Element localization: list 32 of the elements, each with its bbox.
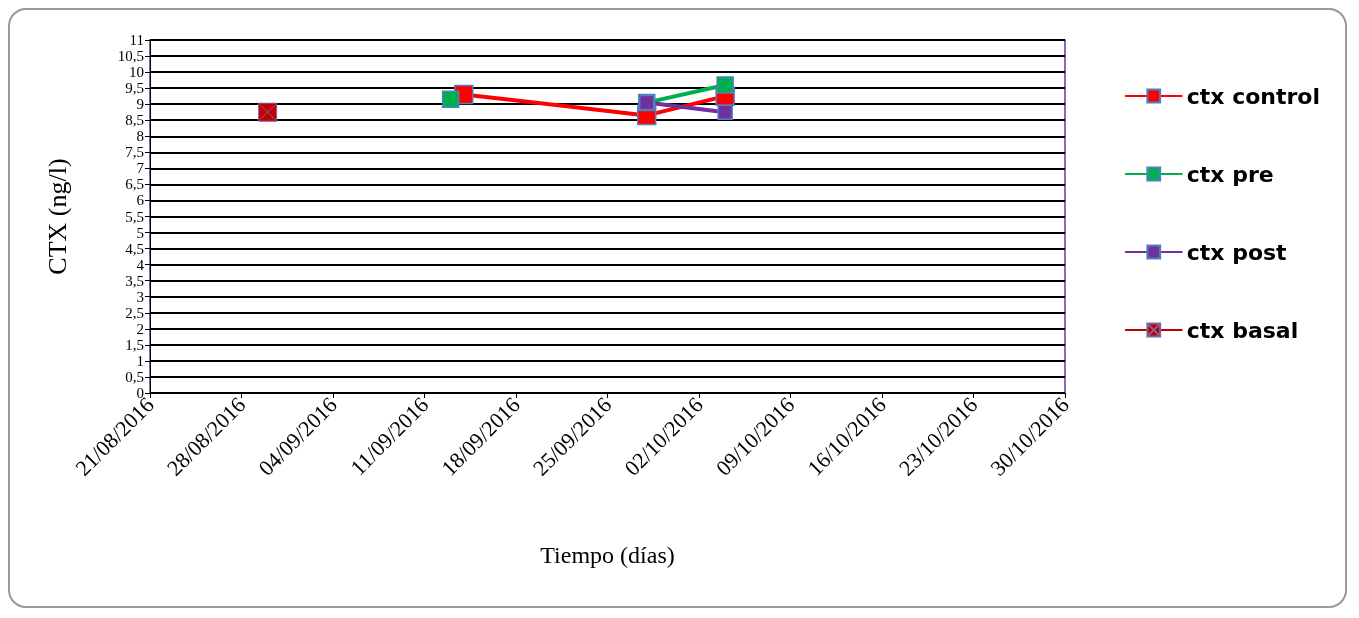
y-tick-label: 2	[136, 320, 144, 337]
point	[258, 102, 278, 122]
y-tick-label: 8	[136, 128, 144, 145]
point	[717, 104, 733, 120]
y-tick-label: 11	[129, 32, 144, 48]
y-axis-title: CTX (ng/l)	[42, 158, 72, 275]
y-tick-label: 3	[136, 288, 144, 305]
x-axis-title: Tiempo (días)	[540, 542, 675, 568]
y-tick-label: 1,5	[125, 336, 144, 353]
y-tick-label: 5,5	[125, 208, 144, 225]
legend-label: ctx pre	[1186, 161, 1274, 187]
legend-label: ctx control	[1186, 83, 1320, 109]
legend-label: ctx post	[1186, 239, 1288, 265]
y-tick-label: 10	[129, 64, 144, 81]
point	[716, 76, 734, 94]
legend-label: ctx basal	[1186, 317, 1299, 343]
y-tick-label: 7	[136, 160, 145, 177]
y-tick-label: 0,5	[125, 368, 144, 385]
y-tick-label: 8,5	[125, 112, 144, 129]
y-tick-label: 9	[136, 96, 144, 113]
y-tick-label: 1	[136, 352, 144, 369]
y-tick-label: 9,5	[125, 80, 144, 97]
y-tick-label: 2,5	[125, 304, 144, 321]
y-tick-label: 6,5	[125, 176, 144, 193]
y-tick-label: 5	[136, 224, 144, 241]
y-tick-label: 7,5	[125, 144, 144, 161]
point	[441, 90, 460, 109]
y-tick-label: 10,5	[117, 48, 144, 65]
y-tick-label: 3,5	[125, 272, 144, 289]
y-tick-label: 6	[136, 192, 145, 209]
y-tick-label: 4	[136, 256, 145, 273]
y-tick-label: 4,5	[125, 240, 144, 257]
